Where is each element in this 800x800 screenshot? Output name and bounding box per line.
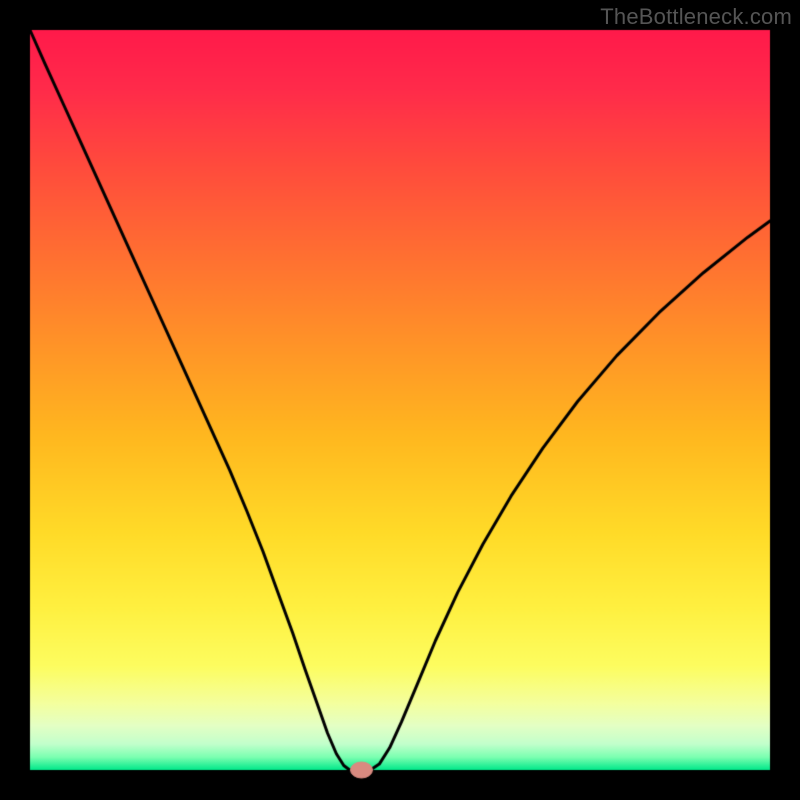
chart-container: TheBottleneck.com — [0, 0, 800, 800]
bottleneck-chart-canvas — [0, 0, 800, 800]
